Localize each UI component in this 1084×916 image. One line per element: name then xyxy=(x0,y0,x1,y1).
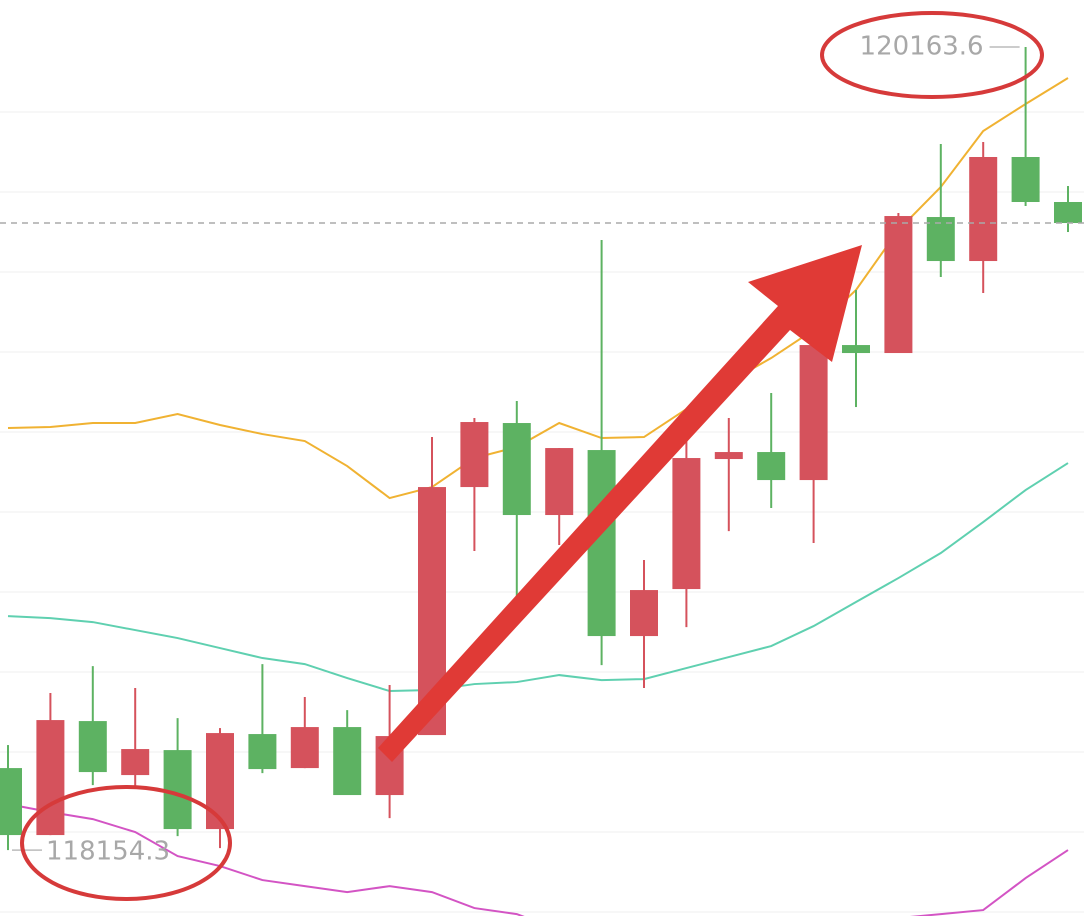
candle-body xyxy=(1011,156,1040,203)
candle-body xyxy=(502,423,531,516)
candle-body xyxy=(545,448,574,516)
ma-line xyxy=(7,462,1069,693)
candle-body xyxy=(36,720,65,836)
candle-body xyxy=(672,458,701,590)
candle-body xyxy=(799,345,828,481)
candle-body xyxy=(333,727,362,796)
candle-body xyxy=(842,345,870,354)
candle-body xyxy=(926,217,955,262)
candle-body xyxy=(884,216,913,354)
candle-body xyxy=(757,452,786,481)
candle-body xyxy=(163,750,192,830)
candle-body xyxy=(78,721,107,773)
candle-body xyxy=(248,734,277,770)
candle-body xyxy=(0,768,22,836)
trend-arrow xyxy=(378,245,862,762)
plot: 120163.6 118154.3 xyxy=(0,32,1084,916)
highlight-ellipse xyxy=(20,785,232,901)
candle-body xyxy=(206,733,234,830)
highlight-ellipse xyxy=(820,11,1044,99)
candle-body xyxy=(1054,202,1082,224)
candle-body xyxy=(714,452,743,460)
ma-line xyxy=(7,803,1069,916)
min-label: 118154.3 xyxy=(46,837,170,867)
candle-body xyxy=(121,749,150,776)
max-label: 120163.6 xyxy=(860,32,984,62)
overlay xyxy=(20,11,1044,901)
candle-body xyxy=(460,422,489,488)
candle-body xyxy=(969,156,998,262)
candle-body xyxy=(630,590,658,637)
candle-body xyxy=(290,727,319,769)
